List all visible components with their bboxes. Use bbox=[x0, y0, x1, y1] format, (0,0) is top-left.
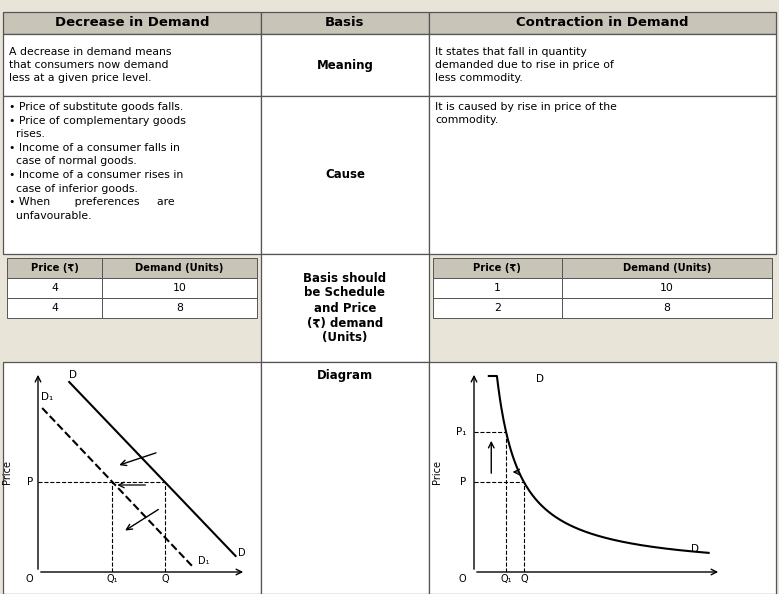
Bar bbox=[261, 12, 429, 34]
Bar bbox=[3, 362, 261, 594]
Text: P: P bbox=[26, 477, 33, 487]
Text: Basis: Basis bbox=[326, 17, 365, 30]
Text: Demand (Units): Demand (Units) bbox=[136, 263, 224, 273]
Text: 10: 10 bbox=[660, 283, 674, 293]
Text: Price: Price bbox=[2, 460, 12, 484]
Bar bbox=[433, 298, 562, 318]
Text: P: P bbox=[460, 477, 467, 487]
Bar bbox=[433, 258, 562, 278]
Text: Q: Q bbox=[161, 574, 168, 584]
Bar bbox=[3, 34, 261, 96]
Text: 2: 2 bbox=[494, 303, 501, 313]
Text: 8: 8 bbox=[176, 303, 183, 313]
Text: Cause: Cause bbox=[325, 169, 365, 182]
Text: Price: Price bbox=[432, 460, 442, 484]
Text: D: D bbox=[691, 544, 700, 554]
Bar bbox=[3, 96, 261, 254]
Bar bbox=[102, 258, 257, 278]
Text: D: D bbox=[536, 374, 544, 384]
Text: P₁: P₁ bbox=[456, 427, 467, 437]
Text: Price (₹): Price (₹) bbox=[30, 263, 79, 273]
Text: D: D bbox=[238, 548, 245, 558]
Bar bbox=[261, 34, 429, 96]
Text: Basis should
be Schedule
and Price
(₹) demand
(Units): Basis should be Schedule and Price (₹) d… bbox=[304, 271, 386, 345]
Text: O: O bbox=[25, 574, 33, 584]
Text: Diagram: Diagram bbox=[317, 368, 373, 381]
Bar bbox=[7, 258, 102, 278]
Bar bbox=[429, 362, 776, 594]
Text: It is caused by rise in price of the
commodity.: It is caused by rise in price of the com… bbox=[435, 102, 617, 125]
Text: 1: 1 bbox=[494, 283, 501, 293]
Text: It states that fall in quantity
demanded due to rise in price of
less commodity.: It states that fall in quantity demanded… bbox=[435, 47, 614, 83]
Text: D: D bbox=[69, 370, 77, 380]
Text: 4: 4 bbox=[51, 283, 58, 293]
Text: Q₁: Q₁ bbox=[107, 574, 118, 584]
Text: Q₁: Q₁ bbox=[500, 574, 512, 584]
Text: Price (₹): Price (₹) bbox=[474, 263, 521, 273]
Bar bbox=[562, 298, 772, 318]
Text: • Price of substitute goods falls.
• Price of complementary goods
  rises.
• Inc: • Price of substitute goods falls. • Pri… bbox=[9, 102, 186, 221]
Bar bbox=[429, 96, 776, 254]
Bar bbox=[261, 362, 429, 594]
Bar bbox=[3, 12, 261, 34]
Text: 8: 8 bbox=[664, 303, 671, 313]
Text: Contraction in Demand: Contraction in Demand bbox=[516, 17, 689, 30]
Bar bbox=[433, 278, 562, 298]
Bar bbox=[562, 258, 772, 278]
Bar bbox=[429, 34, 776, 96]
Text: Demand (Units): Demand (Units) bbox=[622, 263, 711, 273]
Text: D₁: D₁ bbox=[198, 556, 210, 566]
Bar bbox=[429, 12, 776, 34]
Bar bbox=[562, 278, 772, 298]
Text: Meaning: Meaning bbox=[316, 58, 373, 71]
Text: D₁: D₁ bbox=[41, 392, 54, 402]
Text: 4: 4 bbox=[51, 303, 58, 313]
Bar bbox=[261, 254, 429, 362]
Bar bbox=[7, 298, 102, 318]
Text: 10: 10 bbox=[173, 283, 186, 293]
Text: O: O bbox=[459, 574, 467, 584]
Bar bbox=[7, 278, 102, 298]
Text: Q: Q bbox=[520, 574, 527, 584]
Bar bbox=[261, 96, 429, 254]
Bar bbox=[102, 298, 257, 318]
Text: A decrease in demand means
that consumers now demand
less at a given price level: A decrease in demand means that consumer… bbox=[9, 47, 171, 83]
Text: Decrease in Demand: Decrease in Demand bbox=[55, 17, 210, 30]
Bar bbox=[102, 278, 257, 298]
